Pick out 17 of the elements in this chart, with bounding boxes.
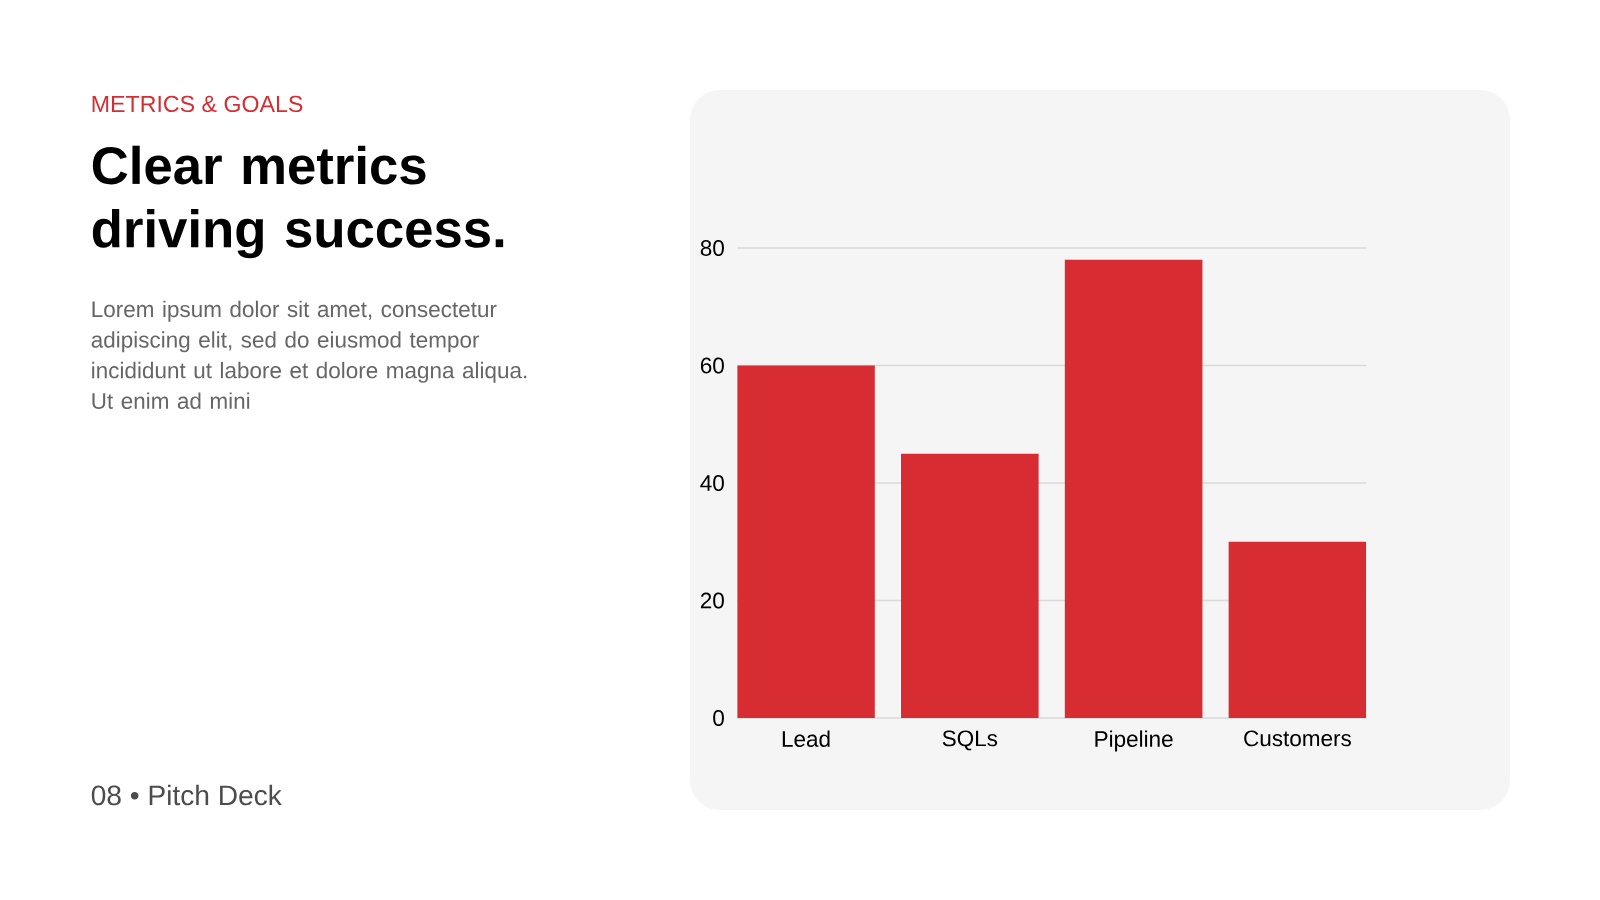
x-tick-label: SQLs — [942, 730, 998, 751]
y-tick-label: 20 — [700, 592, 724, 609]
y-tick-label: 60 — [700, 357, 724, 374]
bar — [1064, 259, 1203, 718]
text: 08 • Pitch Deck — [91, 784, 282, 806]
x-tick-label: Customers — [1244, 730, 1351, 747]
text: METRICS & GOALS — [92, 95, 303, 113]
text: Lorem ipsum dolor sit amet, consectetur adipiscing elit, sed do eiusmod tempor incididunt ut labore et dolore magna aliqua. Ut enim ad mini — [91, 300, 527, 409]
x-tick-label: Pipeline — [1095, 730, 1173, 752]
y-tick-label: 80 — [700, 240, 724, 256]
y-tick-label: 40 — [700, 475, 724, 491]
bar — [1228, 541, 1367, 718]
x-tick-label: Lead — [782, 730, 830, 747]
bar — [901, 453, 1039, 718]
y-tick-label: 0 — [713, 710, 724, 726]
bar — [737, 365, 875, 718]
text: Clear metrics driving success. — [92, 145, 504, 259]
